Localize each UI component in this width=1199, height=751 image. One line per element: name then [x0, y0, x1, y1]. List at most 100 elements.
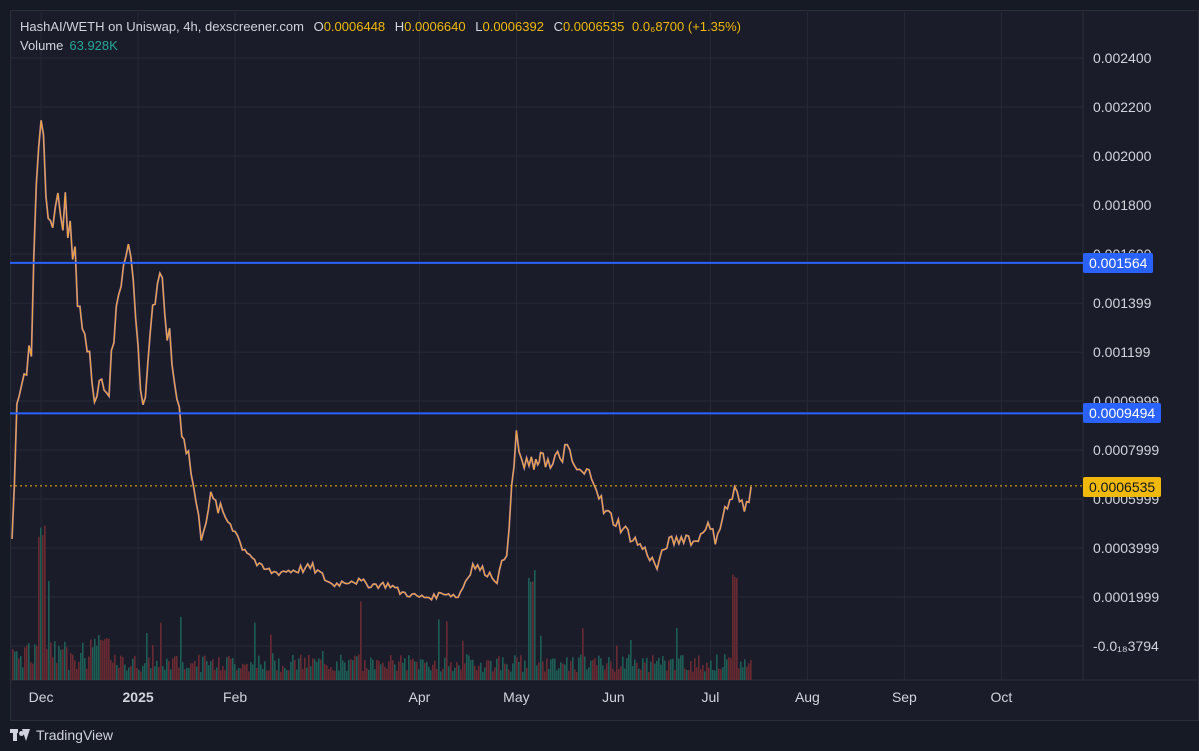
volume-bar — [436, 668, 438, 680]
volume-bar — [660, 664, 662, 680]
volume-bar — [566, 657, 568, 680]
volume-bar — [172, 658, 174, 680]
volume-bar — [664, 660, 666, 680]
volume-bar — [104, 638, 106, 680]
volume-bar — [736, 577, 738, 680]
volume-bar — [322, 650, 324, 680]
price-badge-support-high: 0.001564 — [1083, 253, 1154, 273]
volume-bar — [312, 658, 314, 680]
volume-bar — [278, 658, 280, 680]
x-tick-label: Sep — [892, 689, 917, 705]
x-tick-label: Jul — [701, 689, 719, 705]
volume-bar — [456, 662, 458, 680]
volume-bar — [242, 663, 244, 680]
y-tick-label: 0.001800 — [1093, 197, 1152, 213]
volume-bar — [602, 665, 604, 680]
brand-label[interactable]: TradingView — [36, 726, 114, 743]
volume-bar — [28, 643, 30, 680]
volume-bar — [48, 581, 50, 680]
volume-bar — [458, 665, 460, 680]
tradingview-logo-icon[interactable] — [10, 728, 30, 741]
volume-bar — [486, 660, 488, 680]
volume-bar — [114, 654, 116, 680]
volume-bar — [122, 657, 124, 680]
volume-bar — [534, 569, 536, 680]
volume-bar — [232, 657, 234, 680]
volume-bar — [738, 667, 740, 680]
volume-bar — [282, 665, 284, 680]
volume-bar — [80, 652, 82, 680]
volume-bar — [298, 658, 300, 680]
volume-bar — [722, 666, 724, 680]
volume-bar — [742, 667, 744, 680]
volume-bar — [250, 662, 252, 680]
y-tick-label: 0.0001999 — [1093, 589, 1159, 605]
volume-bar — [386, 668, 388, 680]
volume-bar — [548, 668, 550, 680]
volume-bar — [262, 668, 264, 680]
volume-bar — [94, 638, 96, 680]
volume-bar — [616, 645, 618, 680]
volume-bar — [154, 666, 156, 680]
volume-bar — [380, 664, 382, 680]
volume-bar — [324, 664, 326, 680]
volume-bar — [592, 660, 594, 680]
volume-bar — [470, 659, 472, 680]
volume-bar — [226, 657, 228, 680]
volume-bar — [532, 581, 534, 680]
volume-bar — [40, 527, 42, 680]
volume-bar — [206, 660, 208, 680]
volume-bar — [372, 659, 374, 680]
volume-bar — [180, 616, 182, 680]
volume-bar — [536, 665, 538, 680]
volume-bar — [358, 654, 360, 680]
y-tick-label: 0.002200 — [1093, 99, 1152, 115]
volume-bar — [86, 668, 88, 680]
volume-bar — [562, 663, 564, 680]
volume-bar — [678, 658, 680, 680]
volume-bar — [590, 660, 592, 680]
volume-bar — [254, 622, 256, 680]
chart-frame[interactable] — [10, 10, 1199, 721]
volume-bar — [310, 666, 312, 680]
volume-bar — [378, 660, 380, 680]
volume-bar — [152, 644, 154, 680]
volume-bar — [646, 657, 648, 680]
volume-bar — [640, 669, 642, 680]
volume-bar — [518, 661, 520, 680]
volume-bar — [244, 664, 246, 680]
volume-bar — [222, 666, 224, 680]
x-tick-label: Feb — [223, 689, 247, 705]
volume-bar — [698, 655, 700, 680]
volume-bar — [284, 667, 286, 680]
volume-bar — [72, 654, 74, 680]
volume-bar — [170, 669, 172, 680]
volume-bar — [14, 651, 16, 680]
volume-bar — [480, 662, 482, 680]
volume-bar — [352, 660, 354, 680]
volume-bar — [408, 655, 410, 680]
volume-bar — [258, 655, 260, 680]
volume-bar — [526, 667, 528, 680]
volume-bar — [38, 536, 40, 680]
volume-bar — [502, 657, 504, 680]
volume-bar — [516, 657, 518, 680]
volume-bar — [116, 664, 118, 680]
volume-bar — [652, 655, 654, 680]
volume-bar — [342, 660, 344, 680]
volume-bar — [426, 661, 428, 680]
volume-bar — [158, 667, 160, 680]
volume-bar — [326, 665, 328, 680]
volume-bar — [106, 638, 108, 680]
volume-bar — [632, 666, 634, 680]
volume-bar — [468, 655, 470, 680]
volume-bar — [30, 662, 32, 680]
volume-bar — [46, 649, 48, 680]
y-tick-label: 0.001399 — [1093, 295, 1152, 311]
volume-bar — [308, 654, 310, 680]
volume-bar — [564, 664, 566, 680]
volume-bar — [474, 665, 476, 680]
volume-bar — [560, 662, 562, 680]
volume-bar — [74, 660, 76, 680]
